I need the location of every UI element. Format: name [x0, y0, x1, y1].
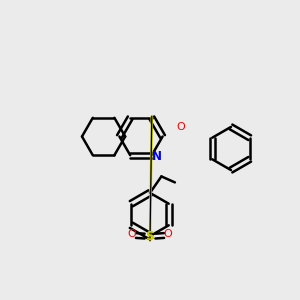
Text: O: O [177, 122, 186, 132]
Text: O: O [128, 229, 136, 239]
Text: N: N [152, 150, 162, 163]
Text: S: S [146, 230, 154, 243]
Text: O: O [164, 229, 172, 239]
